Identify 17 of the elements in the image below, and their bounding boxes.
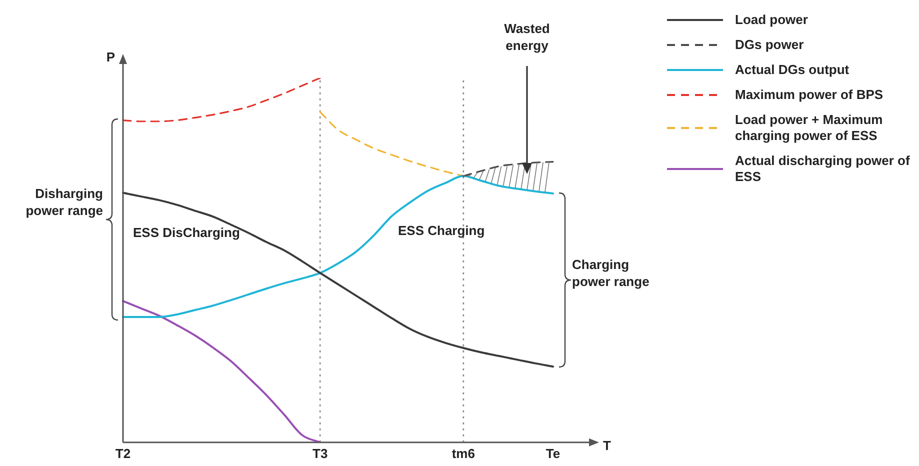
legend-label: Actual DGs output [734,62,850,78]
x-tick-label: tm6 [452,446,475,461]
text: Wasted energy [503,20,551,54]
legend-label: Load power + Maximum charging power of ESS [734,112,884,144]
legend-label: Maximum power of BPS [734,87,884,103]
x-tick-label: T2 [115,446,131,461]
x-axis-title: T [603,438,611,453]
text: Disharging power range [24,185,103,219]
legend-label: Load power [734,12,809,28]
annotation: ESS Charging [398,222,486,239]
legend-label: DGs power [734,37,805,53]
text: Charging power range [572,256,650,290]
legend-label: Actual discharging power of ESS [734,153,911,185]
x-tick-label: T3 [312,446,328,461]
y-axis-title: P [106,50,116,65]
annotation: ESS DisCharging [133,224,241,241]
x-tick-label: Te [546,446,560,461]
